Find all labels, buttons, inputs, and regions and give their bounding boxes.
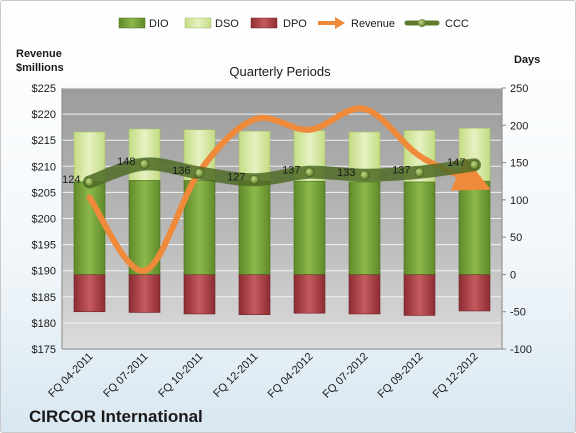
lines <box>83 105 491 274</box>
left-tick-label: $180 <box>32 318 56 330</box>
right-tick-label: 100 <box>510 195 528 207</box>
ccc-point <box>414 167 425 178</box>
right-axis-ticks: -100 -50 0 50 100 150 200 250 <box>502 83 532 356</box>
legend-label-dpo: DPO <box>283 18 307 30</box>
bar-dio <box>458 180 491 275</box>
left-tick-label: $190 <box>32 266 56 278</box>
left-tick-label: $205 <box>32 187 56 199</box>
bar-dpo <box>183 274 216 315</box>
x-tick-label: FQ 12-2011 <box>211 351 260 400</box>
legend-swatch-dpo <box>250 17 278 29</box>
bars <box>73 127 491 316</box>
ccc-data-label: 124 <box>62 174 80 186</box>
legend: DIO DSO DPO Revenue CCC <box>118 17 469 30</box>
legend-label-dio: DIO <box>149 18 169 30</box>
left-axis-label-line2: $millions <box>16 62 64 74</box>
chart-title: Quarterly Periods <box>229 64 331 79</box>
x-tick-label: FQ 12-2012 <box>431 351 481 401</box>
x-tick-label: FQ 07-2011 <box>101 351 150 400</box>
legend-label-ccc: CCC <box>445 18 469 30</box>
bar-dpo <box>458 274 491 312</box>
right-tick-label: -50 <box>510 307 526 319</box>
ccc-point <box>359 170 370 181</box>
ccc-data-label: 147 <box>447 157 465 169</box>
ccc-data-label: 148 <box>117 156 135 168</box>
left-axis-label-line1: Revenue <box>16 48 62 60</box>
bar-dio <box>348 181 381 275</box>
left-tick-label: $210 <box>32 161 56 173</box>
x-tick-label: FQ 04-2011 <box>46 351 95 400</box>
right-tick-label: 250 <box>510 83 528 95</box>
ccc-data-label: 136 <box>172 165 190 177</box>
ccc-data-label: 133 <box>337 167 355 179</box>
x-axis-ticks: FQ 04-2011 FQ 07-2011 FQ 10-2011 FQ 12-2011… <box>46 351 480 401</box>
bar-dio <box>293 180 326 275</box>
right-tick-label: 200 <box>510 120 528 132</box>
right-tick-label: 0 <box>510 269 516 281</box>
ccc-point <box>469 160 480 170</box>
left-tick-label: $220 <box>32 109 56 121</box>
bar-dpo <box>293 274 326 314</box>
right-tick-label: -100 <box>510 344 532 356</box>
right-tick-label: 50 <box>510 232 522 244</box>
bar-dso <box>458 127 491 182</box>
bar-dpo <box>128 274 161 313</box>
ccc-point <box>139 159 150 169</box>
right-tick-label: 150 <box>510 158 528 170</box>
ccc-point <box>249 174 260 185</box>
revenue-line <box>86 105 491 274</box>
left-tick-label: $185 <box>32 292 56 304</box>
left-tick-label: $215 <box>32 135 56 147</box>
legend-label-revenue: Revenue <box>351 18 395 30</box>
legend-swatch-revenue <box>318 17 345 29</box>
bar-dpo <box>73 274 106 313</box>
bar-dio <box>403 181 436 275</box>
ccc-point <box>304 167 315 178</box>
left-axis-ticks: $175 $180 $185 $190 $195 $200 $205 $210 $215 $220… <box>32 83 56 356</box>
legend-swatch-dso <box>184 17 212 29</box>
x-tick-label: FQ 04-2012 <box>266 351 316 401</box>
bar-dpo <box>403 274 436 316</box>
left-tick-label: $200 <box>32 214 56 226</box>
bar-dpo <box>238 274 271 315</box>
legend-label-dso: DSO <box>215 18 239 30</box>
left-tick-label: $175 <box>32 344 56 356</box>
data-labels: 124 148 136 127 137 133 137 147 <box>62 156 465 186</box>
company-name: CIRCOR International <box>29 407 203 426</box>
right-axis-label: Days <box>514 54 540 66</box>
ccc-point <box>84 177 95 187</box>
ccc-data-label: 137 <box>282 164 300 176</box>
bar-dpo <box>348 274 381 315</box>
x-tick-label: FQ 09-2012 <box>376 351 426 401</box>
ccc-data-label: 127 <box>227 172 245 184</box>
ccc-data-label: 137 <box>392 164 410 176</box>
x-tick-label: FQ 10-2011 <box>156 351 205 400</box>
left-tick-label: $195 <box>32 240 56 252</box>
ccc-point <box>194 168 205 178</box>
bar-dio <box>238 180 271 275</box>
legend-swatch-ccc <box>404 19 440 27</box>
bar-dso <box>128 128 161 181</box>
x-tick-label: FQ 07-2012 <box>321 351 371 401</box>
legend-swatch-dio <box>118 17 146 29</box>
left-tick-label: $225 <box>32 83 56 95</box>
